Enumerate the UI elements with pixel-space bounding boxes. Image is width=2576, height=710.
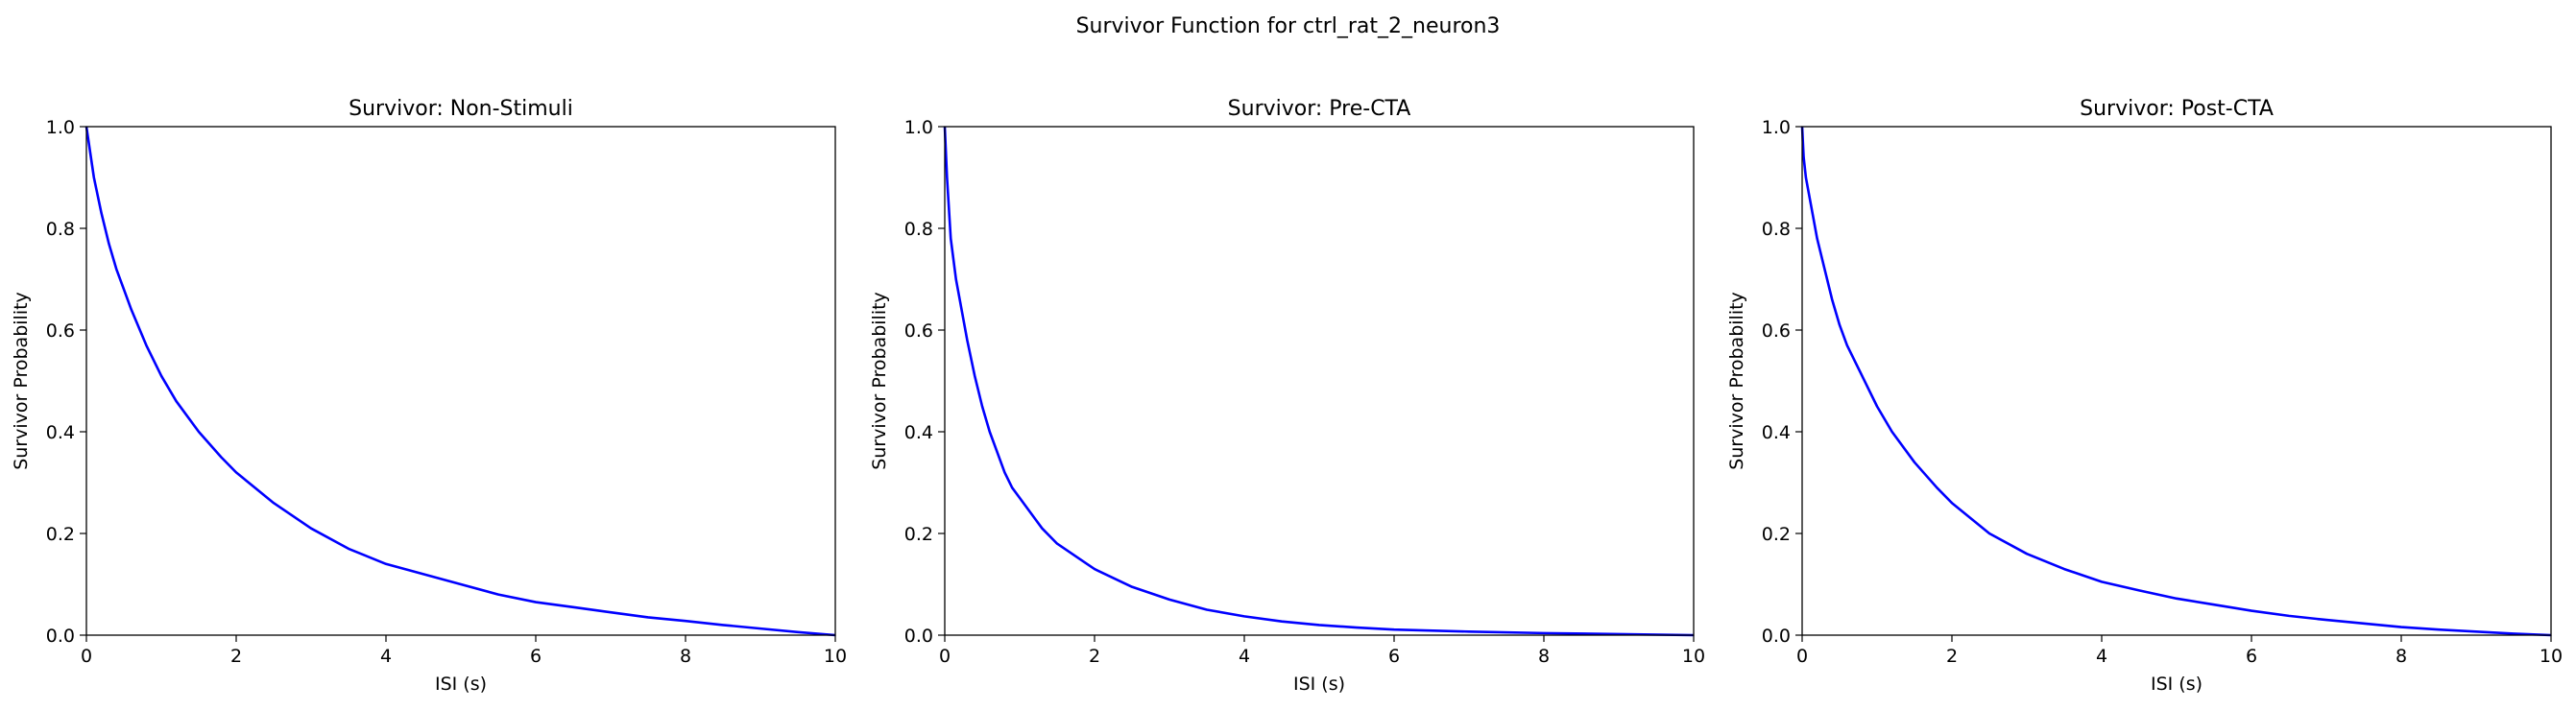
y-tick-label: 0.8 (1762, 219, 1791, 240)
y-tick-label: 0.0 (1762, 626, 1791, 647)
x-tick-label: 0 (81, 646, 92, 667)
y-tick-label: 0.6 (904, 320, 933, 342)
y-tick-label: 0.0 (904, 626, 933, 647)
subplot-title: Survivor: Pre-CTA (1228, 97, 1411, 121)
plot-frame (944, 126, 1695, 636)
y-axis-label: Survivor Probability (11, 292, 32, 470)
x-tick-label: 6 (2246, 646, 2257, 667)
x-tick-label: 2 (1089, 646, 1100, 667)
y-tick-label: 0.2 (46, 524, 75, 545)
y-tick-label: 0.8 (46, 219, 75, 240)
subplot-title: Survivor: Post-CTA (2080, 97, 2274, 121)
survivor-curve-line (84, 126, 836, 637)
x-axis-label: ISI (s) (1293, 674, 1345, 695)
x-tick-label: 0 (939, 646, 951, 667)
subplot-title: Survivor: Non-Stimuli (349, 97, 573, 121)
x-tick-label: 2 (230, 646, 242, 667)
y-tick-label: 0.4 (46, 422, 75, 443)
x-axis-label: ISI (s) (2151, 674, 2203, 695)
x-tick-label: 10 (1682, 646, 1705, 667)
y-tick-label: 0.4 (1762, 422, 1791, 443)
x-tick-label: 4 (2096, 646, 2107, 667)
y-tick-label: 0.4 (904, 422, 933, 443)
subplots: Survivor: Non-Stimuli 0 2 4 6 8 10 0.0 0.2 0.4 0.6… (11, 97, 2563, 695)
y-tick-label: 0.6 (1762, 320, 1791, 342)
y-axis-label: Survivor Probability (1726, 292, 1747, 470)
y-tick-label: 0.2 (1762, 524, 1791, 545)
x-tick-label: 4 (1239, 646, 1250, 667)
subplot-3: Survivor: Post-CTA 0 2 4 6 8 10 0.0 0.2 0.4 0.6 0.8… (1726, 97, 2563, 695)
survivor-curve-line (1800, 126, 2552, 637)
subplot-2: Survivor: Pre-CTA 0 2 4 6 8 10 0.0 0.2 0.4 0.6 0.8 1… (869, 97, 1705, 695)
x-tick-label: 4 (380, 646, 392, 667)
x-tick-label: 2 (1946, 646, 1958, 667)
plot-frame (1801, 126, 2552, 636)
y-axis-label: Survivor Probability (869, 292, 890, 470)
y-tick-label: 1.0 (1762, 117, 1791, 138)
x-tick-label: 6 (1388, 646, 1400, 667)
x-tick-label: 0 (1796, 646, 1808, 667)
x-tick-label: 8 (2395, 646, 2407, 667)
y-tick-label: 0.6 (46, 320, 75, 342)
x-tick-label: 8 (680, 646, 691, 667)
survivor-curve-line (943, 126, 1695, 637)
subplot-1: Survivor: Non-Stimuli 0 2 4 6 8 10 0.0 0.2 0.4 0.6… (11, 97, 847, 695)
y-tick-label: 1.0 (46, 117, 75, 138)
figure-suptitle: Survivor Function for ctrl_rat_2_neuron3 (1076, 14, 1501, 38)
y-tick-label: 0.2 (904, 524, 933, 545)
x-tick-label: 6 (530, 646, 542, 667)
x-tick-label: 10 (2540, 646, 2563, 667)
y-tick-label: 0.0 (46, 626, 75, 647)
x-tick-label: 10 (824, 646, 847, 667)
x-tick-label: 8 (1538, 646, 1550, 667)
plot-frame (85, 126, 836, 636)
x-axis-label: ISI (s) (435, 674, 487, 695)
y-tick-label: 1.0 (904, 117, 933, 138)
y-tick-label: 0.8 (904, 219, 933, 240)
